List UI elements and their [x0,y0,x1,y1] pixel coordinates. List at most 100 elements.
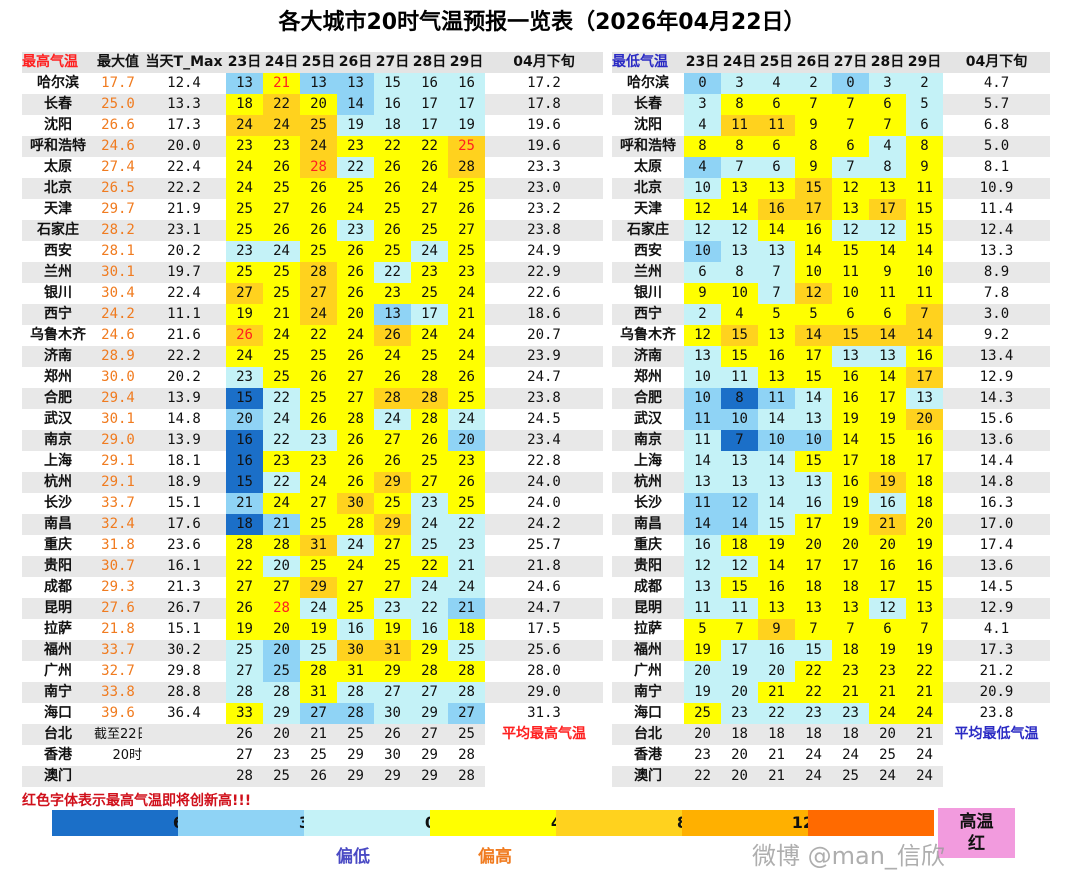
forecast-cell: 16 [832,388,869,409]
forecast-cell: 22 [226,556,263,577]
legend-segment: 3 [178,810,310,836]
forecast-cell: 16 [411,73,448,94]
city-name: 贵阳 [612,556,684,577]
today-max: 15.1 [142,619,226,640]
today-max: 20.2 [142,241,226,262]
forecast-cell: 7 [721,619,758,640]
forecast-cell: 26 [374,325,411,346]
city-name: 北京 [612,178,684,199]
table-row: 银川 30.4 22.4 27 25 27 26 23 25 24 22.6 [22,283,603,304]
legend-segment: 8 [556,810,688,836]
forecast-cell: 24 [337,556,374,577]
today-max: 22.4 [142,157,226,178]
max-value: 31.8 [94,535,142,556]
forecast-cell: 22 [374,136,411,157]
forecast-cell: 16 [906,346,943,367]
forecast-cell: 21 [226,493,263,514]
forecast-cell: 14 [684,514,721,535]
forecast-cell: 20 [684,724,721,745]
forecast-cell: 10 [758,430,795,451]
city-name: 长沙 [22,493,94,514]
city-name: 天津 [612,199,684,220]
forecast-cell: 19 [226,304,263,325]
city-name: 石家庄 [612,220,684,241]
forecast-cell: 8 [906,136,943,157]
today-max: 30.2 [142,640,226,661]
header-day: 24日 [264,54,299,70]
forecast-cell: 15 [906,220,943,241]
forecast-cell: 17 [869,199,906,220]
forecast-cell: 19 [684,640,721,661]
forecast-cell: 23 [832,661,869,682]
late-april-avg: 24.0 [485,493,603,514]
table-row: 沈阳 26.6 17.3 24 24 25 19 18 17 19 19.6 [22,115,603,136]
forecast-cell: 28 [448,745,485,766]
forecast-cell: 23 [226,136,263,157]
forecast-cell: 20 [795,535,832,556]
late-april-avg [485,766,603,787]
late-april-avg: 7.8 [943,283,1050,304]
today-max: 21.9 [142,199,226,220]
forecast-cell: 25 [832,766,869,787]
city-name: 银川 [22,283,94,304]
forecast-cell: 26 [374,451,411,472]
today-max: 22.4 [142,283,226,304]
forecast-cell: 10 [684,388,721,409]
forecast-cell: 17 [411,115,448,136]
today-max: 13.9 [142,430,226,451]
forecast-cell: 26 [300,199,337,220]
forecast-cell: 8 [684,136,721,157]
table-row: 兰州 6 8 7 10 11 9 10 8.9 [612,262,1050,283]
forecast-cell: 23 [263,136,300,157]
forecast-cell: 11 [758,388,795,409]
forecast-cell: 24 [226,346,263,367]
forecast-cell: 24 [448,409,485,430]
forecast-cell: 15 [721,577,758,598]
late-april-avg: 17.2 [485,73,603,94]
forecast-cell: 22 [795,661,832,682]
forecast-cell: 29 [374,766,411,787]
forecast-cell: 27 [300,703,337,724]
city-name: 合肥 [22,388,94,409]
forecast-cell: 28 [337,703,374,724]
late-april-avg: 12.9 [943,598,1050,619]
forecast-cell: 28 [300,262,337,283]
late-april-avg: 平均最低气温 [943,724,1050,745]
city-name: 南宁 [612,682,684,703]
forecast-cell: 18 [721,724,758,745]
late-april-avg: 13.3 [943,241,1050,262]
forecast-cell: 14 [721,514,758,535]
table-row: 上海 29.1 18.1 16 23 23 26 26 25 23 22.8 [22,451,603,472]
today-max [142,766,226,787]
forecast-cell: 19 [906,535,943,556]
max-value: 25.0 [94,94,142,115]
forecast-cell: 11 [721,598,758,619]
late-april-avg: 24.0 [485,472,603,493]
forecast-cell: 24 [300,136,337,157]
forecast-cell: 28 [263,598,300,619]
forecast-cell: 19 [832,493,869,514]
forecast-cell: 20 [263,724,300,745]
forecast-cell: 31 [300,682,337,703]
forecast-cell: 23 [448,262,485,283]
forecast-cell: 19 [869,409,906,430]
forecast-cell: 17 [795,199,832,220]
forecast-cell: 15 [869,430,906,451]
forecast-cell: 26 [374,724,411,745]
late-april-avg: 15.6 [943,409,1050,430]
forecast-cell: 30 [374,745,411,766]
city-name: 太原 [612,157,684,178]
forecast-cell: 22 [795,682,832,703]
forecast-cell: 22 [411,598,448,619]
forecast-cell: 24 [795,766,832,787]
forecast-cell: 14 [795,241,832,262]
forecast-cell: 16 [758,199,795,220]
max-value: 28.2 [94,220,142,241]
header-day: 25日 [759,54,794,70]
forecast-cell: 28 [300,661,337,682]
forecast-cell: 4 [721,304,758,325]
today-max: 28.8 [142,682,226,703]
max-value: 33.7 [94,640,142,661]
table-row: 香港 23 20 21 24 24 25 24 [612,745,1050,766]
forecast-cell: 21 [448,304,485,325]
